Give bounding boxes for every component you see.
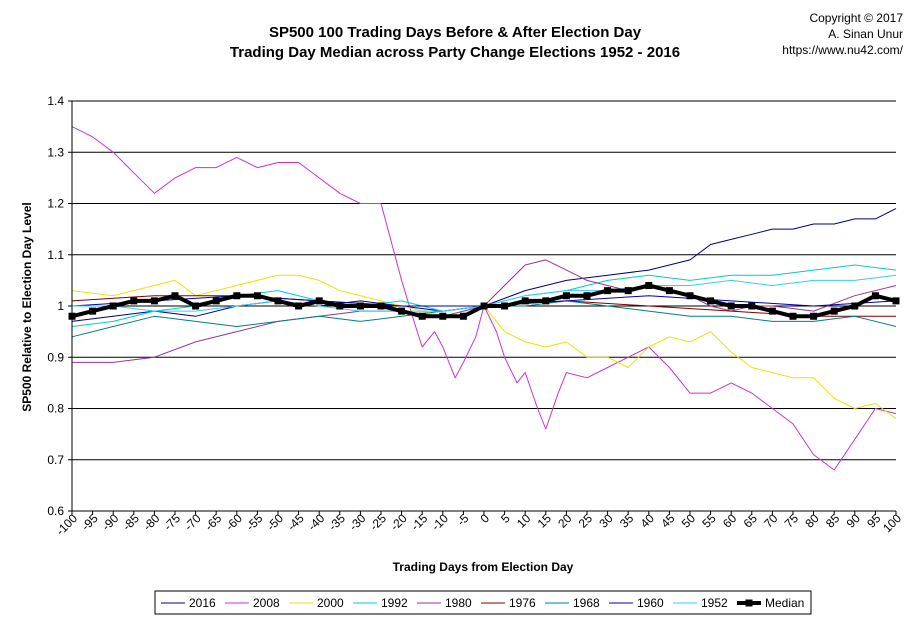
legend-label-1960: 1960 xyxy=(637,596,664,610)
copyright-line-3: https://www.nu42.com/ xyxy=(782,43,903,57)
median-marker xyxy=(645,282,653,289)
legend-marker xyxy=(745,599,753,607)
series-lines xyxy=(68,126,900,471)
median-marker xyxy=(192,302,200,310)
legend-label-2008: 2008 xyxy=(253,596,280,610)
median-marker xyxy=(253,292,261,300)
median-marker xyxy=(583,292,591,300)
median-marker xyxy=(295,302,303,310)
y-tick-label: 0.6 xyxy=(47,504,64,518)
legend-label-1976: 1976 xyxy=(509,596,536,610)
y-tick-label: 1.3 xyxy=(47,145,64,159)
median-marker xyxy=(871,292,879,300)
median-marker xyxy=(789,312,797,320)
copyright-line-1: Copyright © 2017 xyxy=(809,11,903,25)
median-marker xyxy=(150,297,158,305)
legend-label-2016: 2016 xyxy=(189,596,216,610)
y-axis-label: SP500 Relative to Election Day Level xyxy=(20,202,34,411)
median-marker xyxy=(315,297,323,305)
median-marker xyxy=(398,307,406,315)
median-marker xyxy=(501,302,509,310)
median-marker xyxy=(562,292,570,300)
legend: 2016 2008 2000 1992 1980 1976 1968 1960 1952 Medi… xyxy=(154,590,812,615)
median-marker xyxy=(521,297,529,305)
median-marker xyxy=(212,297,220,305)
median-marker xyxy=(336,302,344,310)
median-marker xyxy=(892,297,900,305)
median-marker xyxy=(810,312,818,320)
axes xyxy=(71,101,896,512)
y-tick-label: 1 xyxy=(57,299,64,313)
median-marker xyxy=(727,302,735,310)
y-tick-label: 0.8 xyxy=(47,402,64,416)
median-marker xyxy=(459,312,467,320)
legend-label-2000: 2000 xyxy=(317,596,344,610)
median-marker xyxy=(768,307,776,315)
y-tick-label: 0.7 xyxy=(47,453,64,467)
median-marker xyxy=(274,297,282,305)
y-tick-label: 1.1 xyxy=(47,248,64,262)
chart-subtitle: Trading Day Median across Party Change E… xyxy=(230,44,680,61)
series-line-1980 xyxy=(72,259,897,363)
median-marker xyxy=(233,292,241,300)
legend-label-1980: 1980 xyxy=(445,596,472,610)
median-marker xyxy=(748,302,756,310)
y-tick-label: 1.4 xyxy=(47,94,64,108)
x-axis-label: Trading Days from Election Day xyxy=(393,560,574,574)
chart-title: SP500 100 Trading Days Before & After El… xyxy=(269,24,642,41)
median-marker xyxy=(418,312,426,320)
median-marker xyxy=(542,297,550,305)
median-marker xyxy=(356,302,364,310)
median-marker xyxy=(624,287,632,295)
median-marker xyxy=(830,307,838,315)
y-tick-label: 1.2 xyxy=(47,197,64,211)
median-marker xyxy=(851,302,859,310)
median-marker xyxy=(89,307,97,315)
y-axis-ticks: 0.6 0.7 0.8 0.9 1 1.1 1.2 1.3 1.4 xyxy=(47,94,72,518)
median-marker xyxy=(171,292,179,300)
median-marker xyxy=(707,297,715,305)
y-tick-label: 0.9 xyxy=(47,350,64,364)
median-marker xyxy=(377,302,385,310)
median-marker xyxy=(439,312,447,320)
legend-label-1952: 1952 xyxy=(701,596,728,610)
legend-label-1992: 1992 xyxy=(381,596,408,610)
legend-label-median: Median xyxy=(765,596,804,610)
median-marker xyxy=(686,292,694,300)
median-marker xyxy=(130,297,138,305)
median-marker xyxy=(109,302,117,310)
median-marker xyxy=(604,287,612,295)
legend-label-1968: 1968 xyxy=(573,596,600,610)
median-marker xyxy=(665,287,673,295)
median-marker xyxy=(480,302,488,310)
series-line-2000 xyxy=(71,274,897,420)
copyright-line-2: A. Sinan Unur xyxy=(828,27,903,41)
